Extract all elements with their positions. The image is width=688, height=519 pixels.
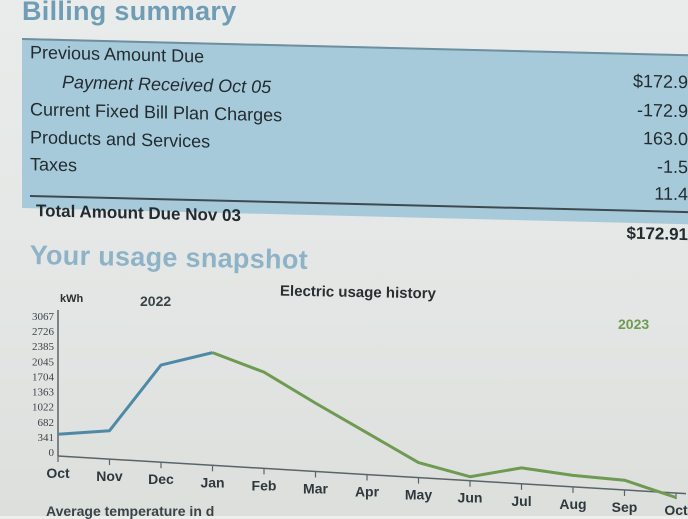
usage-snapshot-title: Your usage snapshot [29, 240, 309, 275]
x-tick-label: Oct [46, 465, 70, 481]
row-label: Previous Amount Due [30, 42, 205, 67]
x-tick-label: Jan [200, 474, 224, 490]
x-tick-label: Oct [664, 502, 688, 516]
x-tick-label: May [405, 487, 432, 503]
y-tick-label: 682 [38, 417, 55, 429]
y-tick-label: 2385 [32, 341, 55, 353]
y-tick-label: 2045 [32, 356, 55, 368]
total-label: Total Amount Due Nov 03 [36, 201, 241, 226]
x-tick-label: Dec [148, 471, 174, 487]
y-tick-label: 3067 [32, 311, 55, 323]
x-tick-label: Nov [96, 468, 123, 484]
y-tick-label: 2726 [32, 326, 55, 338]
average-temperature-caption: Average temperature in d [46, 503, 215, 519]
year-label-2023: 2023 [618, 316, 649, 332]
y-axis-unit: kWh [60, 293, 84, 305]
series-line-2023 [211, 351, 677, 499]
electric-usage-chart: 0 341 682 1022 1363 1704 2045 2385 2726 3067 kWh 20… [32, 293, 688, 516]
y-tick-label: 1704 [32, 371, 55, 383]
row-label: Products and Services [30, 127, 211, 152]
series-line-2022 [57, 351, 213, 436]
y-tick-label: 0 [49, 447, 55, 459]
billing-summary-title: Billing summary [22, 0, 237, 26]
x-tick-label: Jun [458, 490, 483, 506]
row-label: Current Fixed Bill Plan Charges [30, 99, 283, 126]
row-value: 11.4 [654, 183, 688, 205]
x-tick-label: Jul [511, 493, 531, 509]
year-label-2022: 2022 [140, 293, 171, 309]
x-tick-label: Sep [612, 499, 638, 515]
x-tick-label: Apr [355, 484, 380, 500]
x-tick-label: Aug [559, 496, 586, 512]
x-tick-label: Feb [252, 477, 277, 493]
y-tick-label: 1363 [32, 387, 55, 399]
row-label: Payment Received Oct 05 [62, 71, 272, 98]
x-tick-label: Mar [303, 480, 328, 496]
x-axis [57, 455, 687, 495]
row-label: Taxes [30, 154, 78, 176]
y-tick-label: 1022 [32, 402, 54, 414]
y-tick-label: 341 [38, 432, 55, 444]
total-value: $172.91 [626, 223, 688, 245]
